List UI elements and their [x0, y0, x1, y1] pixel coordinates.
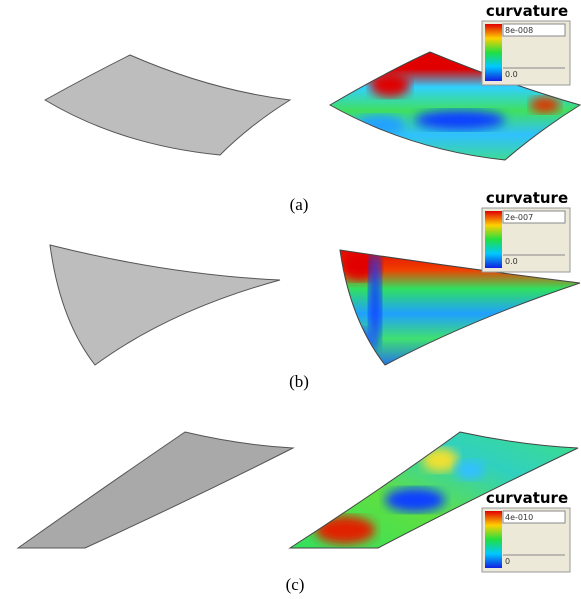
colorbar	[485, 24, 502, 81]
gray-surface	[50, 245, 280, 365]
legend-title: curvature	[486, 189, 568, 207]
panel-label: (c)	[286, 575, 305, 594]
legend-max: 8e-008	[505, 26, 533, 35]
gray-surface	[18, 432, 293, 548]
panel-label: (a)	[290, 195, 309, 214]
legend-max: 2e-007	[505, 213, 533, 222]
colorbar	[485, 511, 502, 568]
legend-min: 0.0	[505, 257, 518, 266]
figure: curvature 8e-008 0.0 (a) curvature 2e-00…	[0, 0, 581, 599]
legend-max: 4e-010	[505, 513, 533, 522]
gray-surface	[45, 55, 290, 155]
panel-label: (b)	[289, 372, 309, 391]
legend-min: 0.0	[505, 70, 518, 79]
legend-title: curvature	[486, 489, 568, 507]
legend-title: curvature	[486, 2, 568, 20]
legend-min: 0	[505, 557, 510, 566]
colorbar	[485, 211, 502, 268]
